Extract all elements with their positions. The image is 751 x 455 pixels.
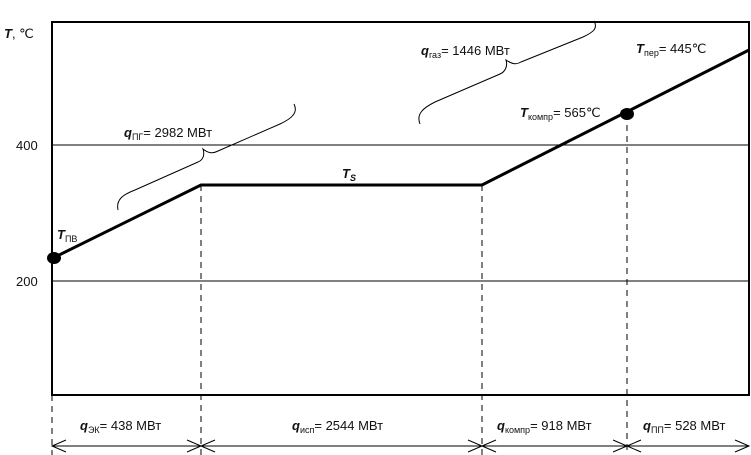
label-t-kompr: Tкомпр= 565℃: [520, 105, 601, 122]
label-t-per: Tпер= 445℃: [636, 41, 706, 58]
tick-label-200: 200: [16, 274, 38, 289]
label-t-s: TS: [342, 166, 356, 183]
label-t-pv: TПВ: [57, 227, 77, 244]
y-axis-symbol: T: [4, 26, 13, 41]
segment-q-pp: qПП= 528 МВт: [643, 418, 725, 435]
label-q-pg: qПГ= 2982 МВт: [124, 125, 212, 142]
plot-frame: [51, 21, 750, 396]
point-t-kompr: [620, 108, 634, 120]
y-axis-unit: , ℃: [12, 26, 34, 41]
dimension-arrows: [50, 439, 751, 453]
tick-label-400: 400: [16, 138, 38, 153]
y-axis-title: T, ℃: [4, 26, 34, 41]
brace-q-pg: [117, 103, 296, 211]
segment-q-ek: qЭК= 438 МВт: [80, 418, 161, 435]
segment-q-isp: qисп= 2544 МВт: [292, 418, 383, 435]
temperature-curve: [52, 48, 750, 260]
label-q-gaz: qгаз= 1446 МВт: [421, 43, 510, 60]
brace-q-gaz: [418, 20, 597, 125]
segment-q-kompr: qкомпр= 918 МВт: [497, 418, 592, 435]
point-t-pv: [47, 252, 61, 264]
